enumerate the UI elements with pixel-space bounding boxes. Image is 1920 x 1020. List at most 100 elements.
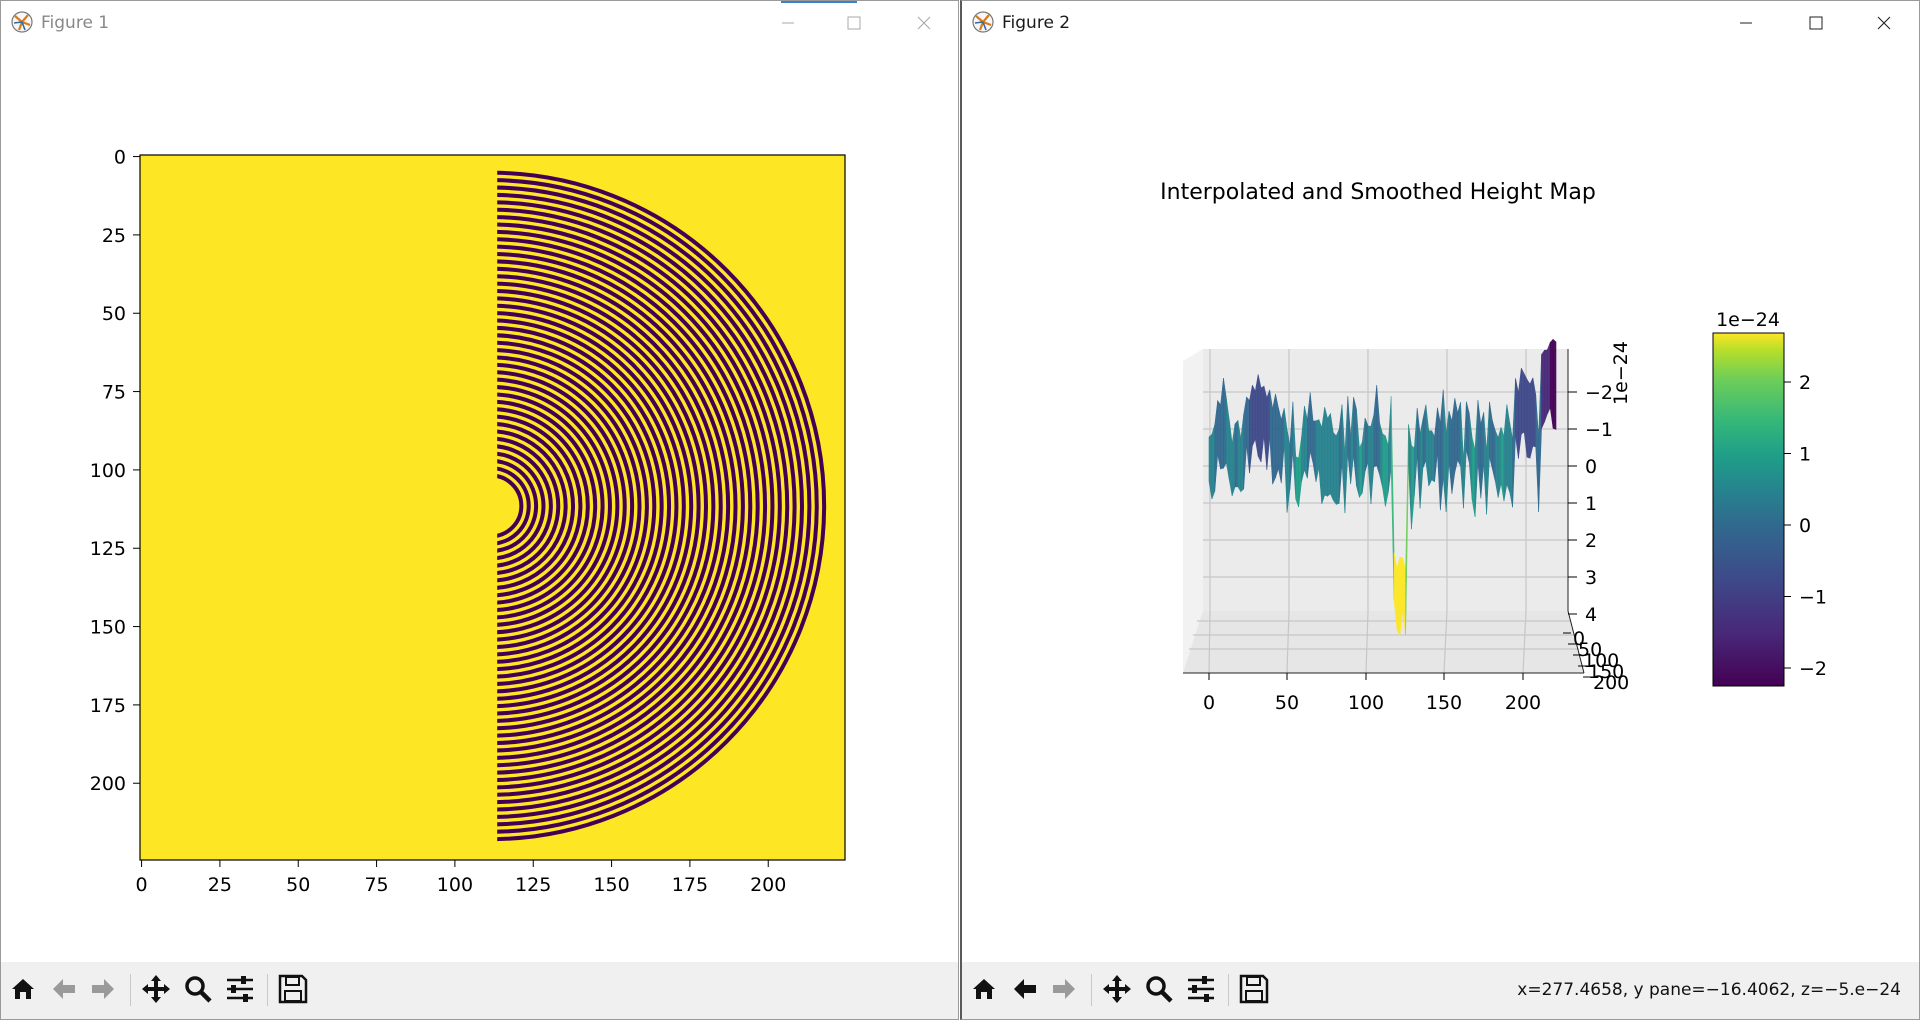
figure1-titlebar[interactable]: Figure 1 — [1, 1, 958, 46]
figure1-canvas[interactable]: 0 25 50 75 100 125 150 175 200 0 25 50 75 100 125 150 1… — [1, 46, 958, 962]
y-tick-label: 75 — [102, 382, 126, 404]
z-tick-label: 2 — [1585, 530, 1597, 552]
figure1-plot[interactable]: 0 25 50 75 100 125 150 175 200 0 25 50 75 100 125 150 1… — [1, 46, 958, 964]
pan-icon — [1103, 975, 1131, 1003]
back-button[interactable] — [47, 972, 81, 1006]
close-button[interactable] — [1861, 4, 1907, 42]
figure2-titlebar[interactable]: Figure 2 — [962, 1, 1919, 46]
zoom-button[interactable] — [181, 972, 215, 1006]
figure2-window: Figure 2 — [960, 0, 1920, 1020]
ring — [497, 348, 649, 664]
toolbar-separator — [1091, 974, 1092, 1006]
configure-subplots-button[interactable] — [1184, 972, 1218, 1006]
save-icon — [1239, 974, 1269, 1004]
back-button[interactable] — [1008, 972, 1042, 1006]
colorbar-tick-label: −2 — [1799, 658, 1827, 680]
x-tick-label: 150 — [593, 874, 629, 896]
surface-strip — [1295, 456, 1299, 508]
ring — [497, 340, 657, 672]
z-tick-label: 1 — [1585, 493, 1597, 515]
x-tick-label: 200 — [750, 874, 786, 896]
surface-strip — [1275, 393, 1279, 478]
colorbar-offset-label: 1e−24 — [1716, 309, 1780, 331]
figure2-canvas[interactable]: Interpolated and Smoothed Height Map — [962, 46, 1919, 962]
save-button[interactable] — [1237, 972, 1271, 1006]
figure2-plot[interactable]: Interpolated and Smoothed Height Map — [962, 46, 1920, 964]
ring — [497, 474, 524, 538]
forward-button[interactable] — [1047, 972, 1081, 1006]
pan-button[interactable] — [139, 972, 173, 1006]
minimize-icon — [1740, 22, 1752, 24]
matplotlib-app-icon — [972, 11, 994, 33]
window-title: Figure 1 — [41, 13, 110, 33]
ring — [497, 229, 767, 782]
ring — [497, 451, 546, 561]
surface-strip — [1544, 349, 1548, 423]
ring — [497, 296, 701, 716]
surface-strip — [1257, 374, 1262, 463]
toolbar-separator — [130, 974, 131, 1006]
maximize-icon — [1809, 16, 1823, 30]
minimize-button[interactable] — [765, 4, 811, 42]
surface-strip — [1431, 430, 1435, 483]
ring — [497, 370, 627, 642]
y-tick-label: 50 — [1578, 639, 1602, 661]
surface-strip — [1454, 398, 1458, 473]
minimize-button[interactable] — [1723, 4, 1769, 42]
y-tick-label: 100 — [90, 460, 126, 482]
toolbar-separator — [267, 974, 268, 1006]
pan-button[interactable] — [1100, 972, 1134, 1006]
ring — [497, 259, 738, 753]
maximize-button[interactable] — [1793, 4, 1839, 42]
x-tick-label: 150 — [1426, 692, 1462, 714]
surface-strip — [1272, 393, 1276, 485]
surface-strip — [1335, 429, 1340, 505]
close-button[interactable] — [901, 4, 947, 42]
x-tick-label: 50 — [286, 874, 310, 896]
ring — [497, 318, 679, 694]
surface-strip — [1529, 377, 1534, 459]
ring — [497, 207, 790, 805]
ring — [497, 422, 576, 590]
surface-strip — [1521, 368, 1525, 435]
ring — [497, 237, 760, 775]
ring — [497, 392, 605, 620]
cursor-status: x=277.4658, y pane=−16.4062, z=−5.e−24 — [1517, 980, 1901, 1000]
z-tick-label: −1 — [1585, 419, 1613, 441]
ring — [497, 215, 782, 797]
surface-strip — [1359, 442, 1363, 499]
configure-subplots-button[interactable] — [223, 972, 257, 1006]
maximize-button[interactable] — [831, 4, 877, 42]
colorbar-tick-label: 2 — [1799, 372, 1811, 394]
y-tick-label: 25 — [102, 225, 126, 247]
surface-strip — [1509, 422, 1513, 508]
home-button[interactable] — [6, 972, 40, 1006]
z-axis: −2 −1 0 1 2 3 4 — [1568, 382, 1613, 626]
zoom-button[interactable] — [1142, 972, 1176, 1006]
forward-button[interactable] — [86, 972, 120, 1006]
y-tick-label: 200 — [1593, 672, 1629, 694]
forward-arrow-icon — [1053, 979, 1075, 999]
surface-strip — [1457, 402, 1461, 467]
matplotlib-app-icon — [11, 11, 33, 33]
left-pane — [1183, 349, 1203, 673]
forward-arrow-icon — [92, 979, 114, 999]
surface-strip — [1252, 385, 1256, 447]
ring — [497, 399, 598, 612]
y-tick-label: 50 — [102, 303, 126, 325]
save-icon — [278, 974, 308, 1004]
save-button[interactable] — [276, 972, 310, 1006]
x-tick-label: 0 — [1203, 692, 1215, 714]
ring — [497, 429, 568, 583]
ring — [497, 170, 827, 842]
z-tick-label: −2 — [1585, 382, 1613, 404]
ring — [497, 244, 753, 768]
home-button[interactable] — [967, 972, 1001, 1006]
axes-frame — [139, 154, 846, 861]
colorbar: 1e−24 2 1 0 −1 −2 — [1712, 309, 1827, 687]
y-tick-label: 0 — [114, 147, 126, 169]
x-axis: 0 25 50 75 100 125 150 175 200 — [136, 860, 786, 896]
toolbar-separator — [1228, 974, 1229, 1006]
maximize-icon — [847, 16, 861, 30]
focus-indicator — [781, 1, 857, 3]
